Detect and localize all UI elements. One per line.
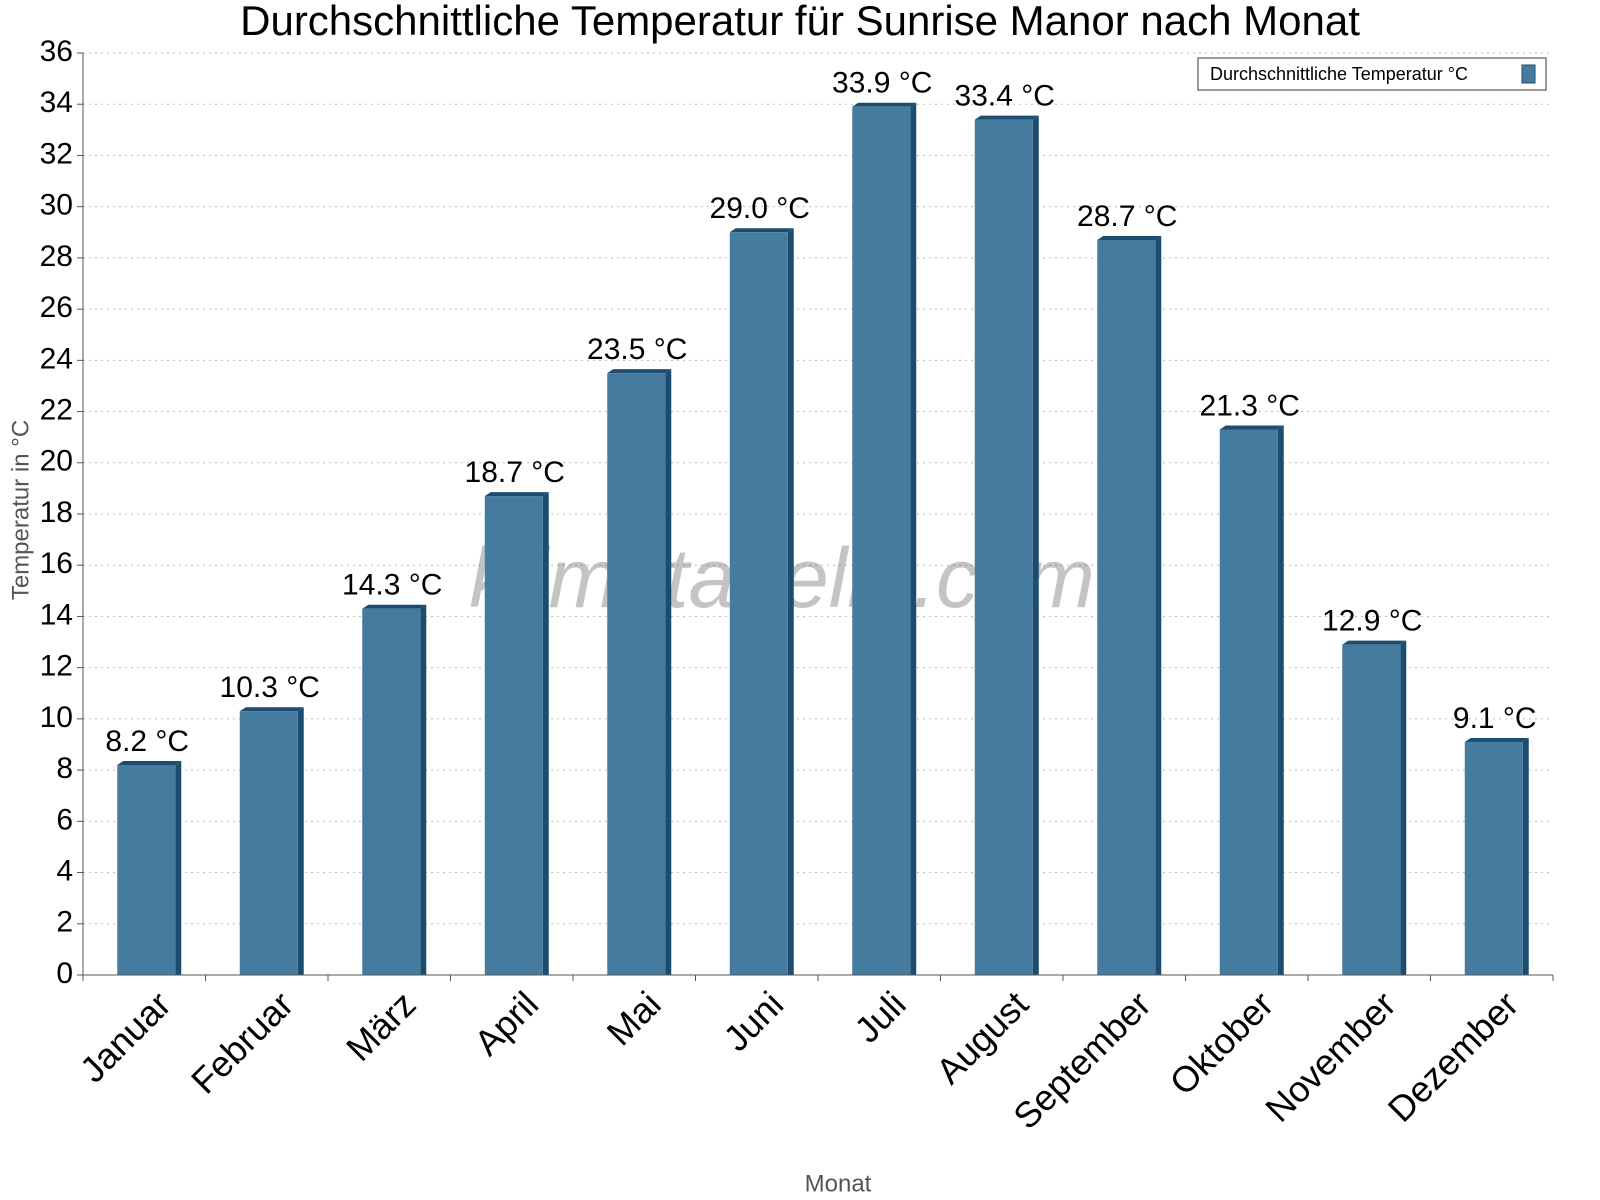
y-tick-label: 6: [56, 803, 73, 836]
bar-top: [729, 228, 794, 233]
legend-box: [1197, 57, 1547, 91]
bar-side: [420, 604, 427, 975]
bar: [1219, 429, 1278, 975]
bar-side: [1155, 235, 1162, 975]
bar: [117, 764, 176, 975]
y-tick-label: 16: [40, 547, 73, 580]
y-tick-label: 32: [40, 137, 73, 170]
bar-top: [974, 115, 1039, 120]
bar-top: [1342, 640, 1407, 645]
bar-side: [297, 707, 304, 975]
bar-top: [362, 604, 427, 609]
y-tick-label: 36: [40, 35, 73, 68]
value-label: 23.5 °C: [587, 333, 687, 366]
y-tick-label: 8: [56, 752, 73, 785]
bar: [239, 711, 298, 975]
value-label: 9.1 °C: [1453, 702, 1537, 735]
bar: [1342, 644, 1401, 975]
chart-title: Durchschnittliche Temperatur für Sunrise…: [240, 0, 1360, 44]
bar: [852, 106, 911, 976]
value-label: 18.7 °C: [465, 456, 565, 489]
bar-top: [852, 102, 917, 107]
y-tick-label: 12: [40, 650, 73, 683]
bar: [974, 119, 1033, 976]
bar-side: [787, 228, 794, 975]
value-label: 10.3 °C: [220, 671, 320, 704]
value-label: 12.9 °C: [1322, 605, 1422, 638]
y-tick-label: 10: [40, 701, 73, 734]
bar-top: [1464, 737, 1529, 742]
bar-top: [117, 760, 182, 765]
y-tick-label: 24: [40, 342, 73, 375]
value-label: 21.3 °C: [1200, 389, 1300, 422]
value-label: 33.4 °C: [955, 80, 1055, 113]
bar: [1097, 239, 1156, 975]
value-label: 28.7 °C: [1077, 200, 1177, 233]
bar: [607, 373, 666, 975]
value-label: 33.9 °C: [832, 67, 932, 100]
bar-side: [910, 102, 917, 976]
y-tick-label: 30: [40, 189, 73, 222]
bar-top: [1097, 235, 1162, 240]
bar: [362, 608, 421, 975]
bar: [729, 232, 788, 975]
bar-side: [542, 492, 549, 975]
y-tick-label: 22: [40, 393, 73, 426]
bar-side: [175, 760, 182, 975]
bar: [1464, 741, 1523, 975]
y-tick-label: 18: [40, 496, 73, 529]
bar-top: [239, 707, 304, 712]
bar-top: [1219, 425, 1284, 430]
legend-label: Durchschnittliche Temperatur °C: [1210, 64, 1468, 84]
bar-side: [1277, 425, 1284, 975]
y-axis-label: Temperatur in °C: [7, 420, 34, 600]
bar-top: [484, 492, 549, 497]
bar: [484, 496, 543, 975]
bar-top: [607, 369, 672, 374]
legend-swatch: [1521, 64, 1536, 84]
y-tick-label: 34: [40, 86, 73, 119]
bar-side: [1400, 640, 1407, 975]
x-axis-label: Monat: [805, 1170, 872, 1197]
bar-side: [1522, 737, 1529, 975]
bar-side: [665, 369, 672, 975]
y-tick-label: 0: [56, 957, 73, 990]
value-label: 29.0 °C: [710, 192, 810, 225]
y-tick-label: 20: [40, 445, 73, 478]
y-tick-label: 2: [56, 906, 73, 939]
value-label: 8.2 °C: [105, 725, 189, 758]
bar-side: [1032, 115, 1039, 976]
y-tick-label: 26: [40, 291, 73, 324]
y-tick-label: 4: [56, 854, 73, 887]
y-tick-label: 28: [40, 240, 73, 273]
y-tick-label: 14: [40, 598, 73, 631]
value-label: 14.3 °C: [342, 569, 442, 602]
